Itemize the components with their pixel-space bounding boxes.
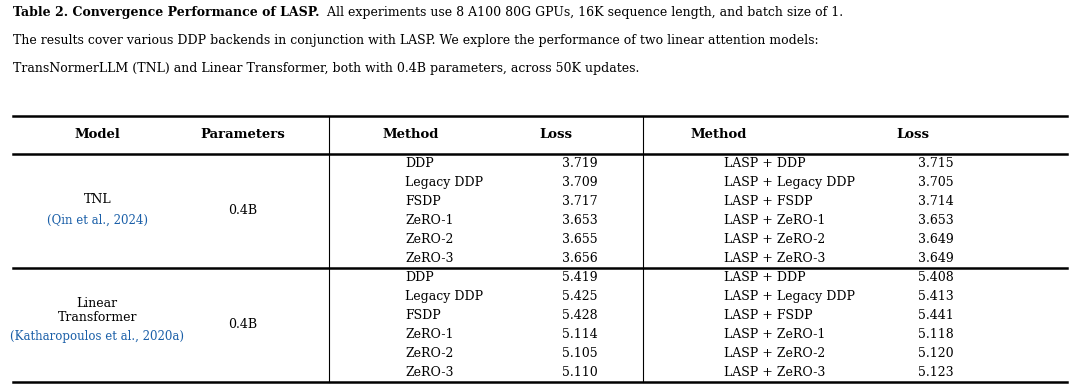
- Text: 5.408: 5.408: [918, 271, 954, 284]
- Text: LASP + FSDP: LASP + FSDP: [724, 195, 812, 208]
- Text: ZeRO-2: ZeRO-2: [405, 233, 454, 246]
- Text: ZeRO-3: ZeRO-3: [405, 252, 454, 265]
- Text: Loss: Loss: [896, 128, 929, 141]
- Text: 5.118: 5.118: [918, 328, 954, 341]
- Text: 3.705: 3.705: [918, 176, 954, 189]
- Text: 3.719: 3.719: [562, 157, 597, 170]
- Text: Transformer: Transformer: [57, 312, 137, 324]
- Text: 5.110: 5.110: [562, 366, 597, 379]
- Text: 3.649: 3.649: [918, 252, 954, 265]
- Text: 5.425: 5.425: [562, 290, 597, 303]
- Text: All experiments use 8 A100 80G GPUs, 16K sequence length, and batch size of 1.: All experiments use 8 A100 80G GPUs, 16K…: [323, 6, 843, 19]
- Text: LASP + ZeRO-1: LASP + ZeRO-1: [724, 328, 825, 341]
- Text: 3.649: 3.649: [918, 233, 954, 246]
- Text: 3.653: 3.653: [562, 214, 597, 227]
- Text: Legacy DDP: Legacy DDP: [405, 290, 483, 303]
- Text: LASP + ZeRO-3: LASP + ZeRO-3: [724, 252, 825, 265]
- Text: FSDP: FSDP: [405, 309, 441, 322]
- Text: 3.656: 3.656: [562, 252, 597, 265]
- Text: 0.4B: 0.4B: [229, 319, 257, 331]
- Text: Method: Method: [690, 128, 746, 141]
- Text: 3.655: 3.655: [562, 233, 597, 246]
- Text: 5.114: 5.114: [562, 328, 597, 341]
- Text: 5.428: 5.428: [562, 309, 597, 322]
- Text: LASP + ZeRO-1: LASP + ZeRO-1: [724, 214, 825, 227]
- Text: (Katharopoulos et al., 2020a): (Katharopoulos et al., 2020a): [10, 330, 185, 343]
- Text: LASP + ZeRO-3: LASP + ZeRO-3: [724, 366, 825, 379]
- Text: LASP + FSDP: LASP + FSDP: [724, 309, 812, 322]
- Text: 0.4B: 0.4B: [229, 204, 257, 217]
- Text: LASP + DDP: LASP + DDP: [724, 271, 806, 284]
- Text: 3.717: 3.717: [562, 195, 597, 208]
- Text: 5.105: 5.105: [562, 347, 597, 360]
- Text: 5.123: 5.123: [918, 366, 954, 379]
- Text: 5.120: 5.120: [918, 347, 954, 360]
- Text: 3.709: 3.709: [562, 176, 597, 189]
- Text: ZeRO-1: ZeRO-1: [405, 328, 454, 341]
- Text: Model: Model: [75, 128, 120, 141]
- Text: DDP: DDP: [405, 271, 434, 284]
- Text: ZeRO-1: ZeRO-1: [405, 214, 454, 227]
- Text: Table 2. Convergence Performance of LASP.: Table 2. Convergence Performance of LASP…: [13, 6, 320, 19]
- Text: ZeRO-2: ZeRO-2: [405, 347, 454, 360]
- Text: ZeRO-3: ZeRO-3: [405, 366, 454, 379]
- Text: 5.419: 5.419: [562, 271, 597, 284]
- Text: TNL: TNL: [83, 193, 111, 206]
- Text: The results cover various DDP backends in conjunction with LASP. We explore the : The results cover various DDP backends i…: [13, 34, 819, 47]
- Text: FSDP: FSDP: [405, 195, 441, 208]
- Text: Parameters: Parameters: [201, 128, 285, 141]
- Text: DDP: DDP: [405, 157, 434, 170]
- Text: TransNormerLLM (TNL) and Linear Transformer, both with 0.4B parameters, across 5: TransNormerLLM (TNL) and Linear Transfor…: [13, 62, 639, 75]
- Text: LASP + ZeRO-2: LASP + ZeRO-2: [724, 347, 825, 360]
- Text: 5.441: 5.441: [918, 309, 954, 322]
- Text: 3.715: 3.715: [918, 157, 954, 170]
- Text: 3.653: 3.653: [918, 214, 954, 227]
- Text: 3.714: 3.714: [918, 195, 954, 208]
- Text: (Qin et al., 2024): (Qin et al., 2024): [46, 214, 148, 227]
- Text: Loss: Loss: [540, 128, 572, 141]
- Text: LASP + DDP: LASP + DDP: [724, 157, 806, 170]
- Text: 5.413: 5.413: [918, 290, 954, 303]
- Text: LASP + ZeRO-2: LASP + ZeRO-2: [724, 233, 825, 246]
- Text: Linear: Linear: [77, 297, 118, 310]
- Text: LASP + Legacy DDP: LASP + Legacy DDP: [724, 176, 854, 189]
- Text: LASP + Legacy DDP: LASP + Legacy DDP: [724, 290, 854, 303]
- Text: Method: Method: [382, 128, 438, 141]
- Text: Legacy DDP: Legacy DDP: [405, 176, 483, 189]
